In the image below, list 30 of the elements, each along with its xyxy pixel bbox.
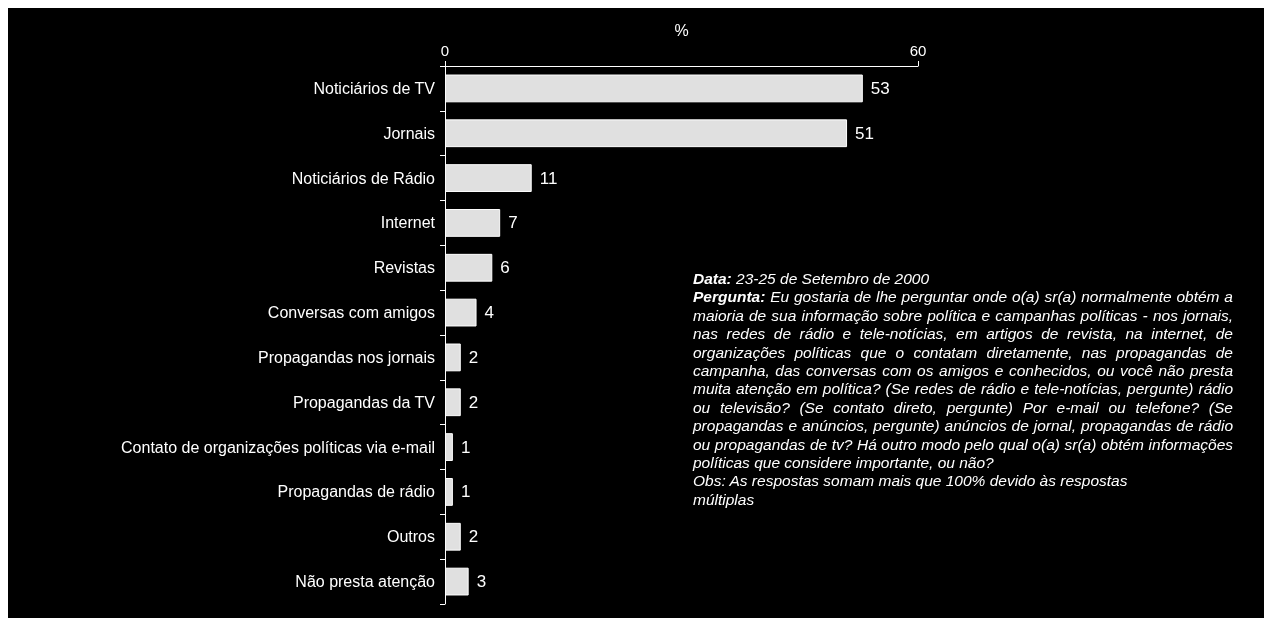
x-axis-title: %	[674, 21, 689, 39]
text: Pergunta: Eu gostaria de lhe perguntar onde o(a) sr(a) normalmente obtém a maioria de sua informação sobre política e campanhas políticas - nos jornais, nas redes de rádio e tele-notícias, em artigos de revista, na internet, de organizações políticas que o contatam diretamente, nas propagandas de campanha, das conversas com os amigos e conhecidos, ou você não presta muita atenção em política? (Se redes de rádio e tele-notícias, pergunte) rádio ou televisão? (Se contato direto, pergunte) Por e-mail ou telefone? (Se propagandas e anúncios, pergunte) anúncios de jornal, propagandas de rádio ou propagandas de tv? Há outro modo pelo qual o(a) sr(a) obtém informações políticas que considere importante, ou não?	[693, 288, 1233, 472]
x-tick-label: 0	[440, 42, 450, 59]
y-tick-label: Revistas	[373, 259, 435, 277]
y-tick-label: Propagandas da TV	[292, 393, 436, 411]
data-label: 2	[468, 347, 479, 367]
data-label: 1	[460, 437, 471, 457]
y-tick-label: Noticiários de Rádio	[291, 169, 436, 187]
data-label: 53	[870, 78, 890, 98]
x-tick-label: 60	[909, 42, 927, 59]
y-tick-label: Outros	[386, 528, 435, 546]
y-tick-label: Conversas com amigos	[267, 304, 435, 322]
data-label: 3	[476, 572, 487, 592]
data-label: 7	[508, 213, 518, 233]
data-label: 2	[468, 392, 479, 412]
annotation: Obs: As respostas somam mais que 100% devido às respostas múltiplas	[693, 472, 1129, 510]
data-label: 1	[460, 482, 471, 502]
y-tick-label: Noticiários de TV	[313, 79, 436, 97]
y-tick-label: Internet	[380, 214, 436, 232]
data-label: 6	[500, 258, 510, 278]
annotation: Data: 23-25 de Setembro de 2000	[693, 270, 931, 289]
data-label: 11	[539, 168, 558, 188]
data-label: 2	[468, 527, 479, 547]
data-label: 51	[855, 123, 874, 143]
y-tick-label: Não presta atenção	[295, 573, 436, 591]
y-tick-label: Jornais	[383, 124, 435, 142]
y-tick-label: Propagandas de rádio	[277, 483, 436, 501]
data-label: 4	[484, 303, 494, 323]
y-tick-label: Propagandas nos jornais	[257, 348, 435, 366]
y-tick-label: Contato de organizações políticas via e-mail	[121, 438, 435, 456]
